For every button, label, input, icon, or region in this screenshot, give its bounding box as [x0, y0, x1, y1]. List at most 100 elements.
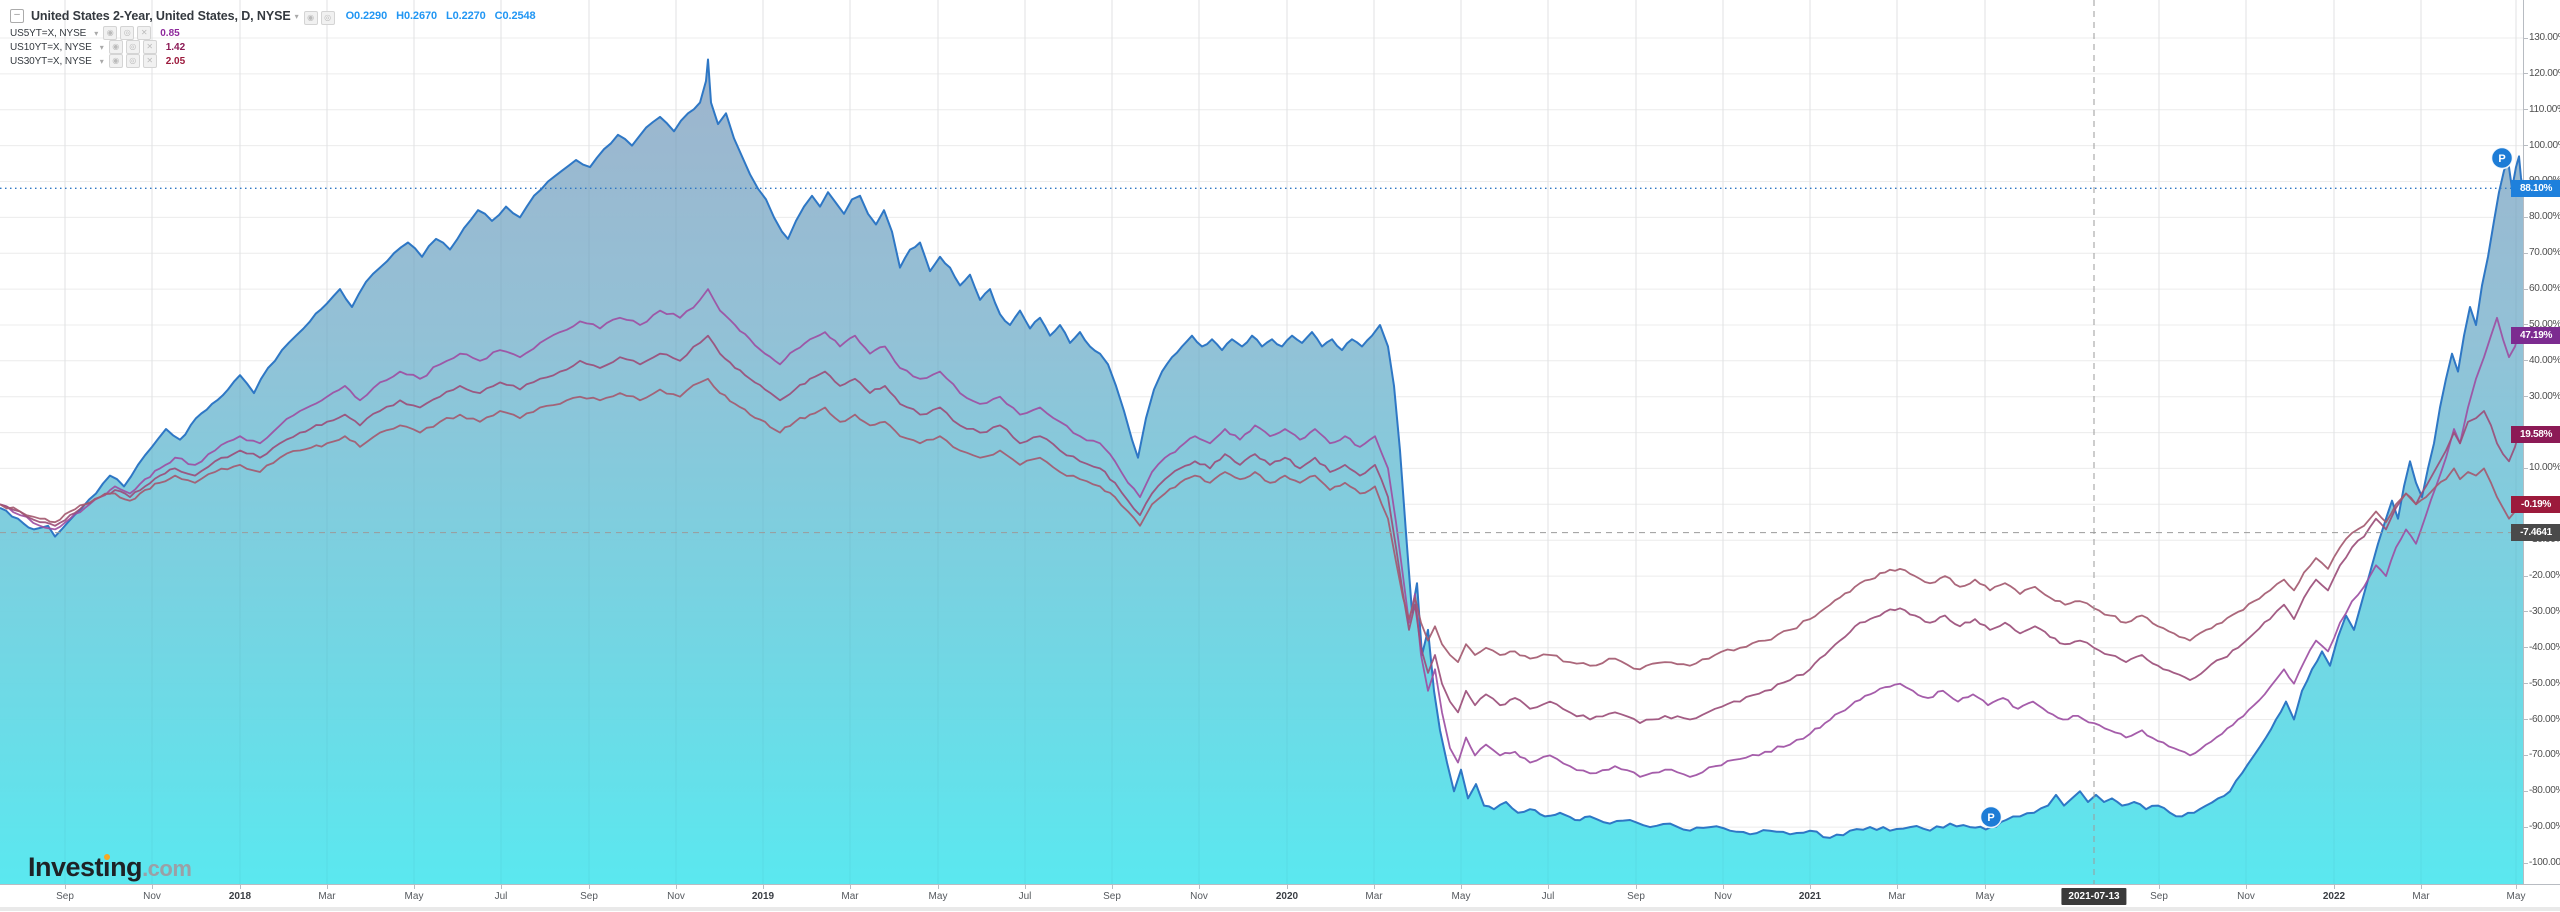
time-tick-label: May: [1975, 891, 1995, 902]
ohlc-value: H0.2670: [396, 10, 437, 22]
time-tick-mark: [2159, 885, 2160, 889]
settings-icon[interactable]: ◎: [125, 40, 140, 54]
remove-icon[interactable]: ✕: [137, 26, 152, 40]
legend-row-us10yt[interactable]: US10YT=X, NYSE ▾ ◉ ◎ ✕ 1.42: [10, 40, 545, 54]
price-tick-mark: [2524, 611, 2528, 613]
line-series-us10ytx: [0, 334, 2523, 724]
time-tick-mark: [1461, 885, 1462, 889]
price-tick-mark: [2524, 216, 2528, 218]
price-tag--0.19: -0.19%: [2511, 496, 2560, 514]
time-tick-mark: [763, 885, 764, 889]
price-tick-mark: [2524, 288, 2528, 290]
price-tick-label: -50.00%: [2529, 677, 2560, 689]
time-tick-mark: [676, 885, 677, 889]
time-tick-mark: [1374, 885, 1375, 889]
symbol-title[interactable]: United States 2-Year, United States, D, …: [31, 9, 291, 23]
price-tick-mark: [2524, 252, 2528, 254]
settings-icon[interactable]: ◎: [125, 54, 140, 68]
area-line-us2y: [0, 58, 2523, 839]
time-tick-label: Sep: [580, 891, 598, 902]
time-tick-mark: [1287, 885, 1288, 889]
legend-row-us5yt[interactable]: US5YT=X, NYSE ▾ ◉ ◎ ✕ 0.85: [10, 26, 545, 40]
position-marker[interactable]: P: [2490, 146, 2514, 170]
price-tag-88.10: 88.10%: [2511, 179, 2560, 197]
time-tick-mark: [2334, 885, 2335, 889]
time-tick-mark: [938, 885, 939, 889]
price-tick-mark: [2524, 73, 2528, 75]
ohlc-value: L0.2270: [446, 10, 486, 22]
price-tick-label: 100.00%: [2529, 139, 2560, 151]
collapse-legend-icon[interactable]: –: [10, 9, 24, 23]
svg-text:P: P: [2498, 153, 2505, 165]
time-tick-mark: [2421, 885, 2422, 889]
price-tag-47.19: 47.19%: [2511, 326, 2560, 344]
time-tick-label: Sep: [1103, 891, 1121, 902]
price-tick-mark: [2524, 790, 2528, 792]
time-tick-label: Mar: [318, 891, 336, 902]
price-tick-label: 120.00%: [2529, 67, 2560, 79]
remove-icon[interactable]: ✕: [142, 40, 157, 54]
time-tick-label: 2018: [228, 891, 252, 902]
time-tick-label: Mar: [1888, 891, 1906, 902]
logo-orange-dot: i: [103, 852, 111, 882]
time-tick-mark: [152, 885, 153, 889]
time-tick-label: 2021: [1798, 891, 1822, 902]
price-chart[interactable]: PP: [0, 0, 2523, 884]
chevron-down-icon[interactable]: ▾: [294, 11, 299, 21]
time-tick-mark: [1199, 885, 1200, 889]
time-tick-mark: [327, 885, 328, 889]
price-axis[interactable]: 130.00%120.00%110.00%100.00%90.00%80.00%…: [2511, 0, 2560, 911]
legend-title-row[interactable]: – United States 2-Year, United States, D…: [10, 6, 545, 26]
price-tick-mark: [2524, 719, 2528, 721]
time-tick-label: Sep: [2150, 891, 2168, 902]
position-marker[interactable]: P: [1979, 805, 2003, 829]
visibility-icon[interactable]: ◉: [108, 40, 123, 54]
visibility-icon[interactable]: ◉: [103, 26, 118, 40]
price-tag--7.4641: -7.4641: [2511, 524, 2560, 542]
time-tick-mark: [414, 885, 415, 889]
time-tick-label: May: [2506, 891, 2526, 902]
svg-text:P: P: [1987, 812, 1994, 824]
price-tick-mark: [2524, 575, 2528, 577]
price-tick-label: 50.00%: [2529, 318, 2560, 330]
time-tick-label: May: [928, 891, 948, 902]
price-tick-mark: [2524, 754, 2528, 756]
time-tick-mark: [1025, 885, 1026, 889]
price-tick-label: 70.00%: [2529, 247, 2560, 259]
time-tick-mark: [1112, 885, 1113, 889]
price-tick-label: -60.00%: [2529, 713, 2560, 725]
price-tick-mark: [2524, 647, 2528, 649]
time-tick-mark: [240, 885, 241, 889]
crosshair-date-label: 2021-07-13: [2061, 888, 2127, 905]
time-tick-label: Sep: [56, 891, 74, 902]
visibility-icon[interactable]: ◉: [108, 54, 123, 68]
price-tick-label: 40.00%: [2529, 354, 2560, 366]
settings-icon[interactable]: ◎: [120, 26, 135, 40]
price-tick-label: 110.00%: [2529, 103, 2560, 115]
bottom-strip: [0, 907, 2560, 911]
logo-suffix: .com: [142, 856, 192, 881]
logo-text: Invest: [28, 852, 104, 882]
series-label: US5YT=X, NYSE: [10, 27, 87, 39]
remove-icon[interactable]: ✕: [142, 54, 157, 68]
visibility-icon[interactable]: ◉: [303, 11, 318, 25]
price-tick-label: -20.00%: [2529, 570, 2560, 582]
time-tick-label: Jul: [494, 891, 508, 902]
price-tick-mark: [2524, 360, 2528, 362]
series-value: 1.42: [165, 41, 186, 53]
time-tick-mark: [65, 885, 66, 889]
settings-icon[interactable]: ◎: [320, 11, 335, 25]
chevron-down-icon[interactable]: ▾: [99, 56, 104, 66]
legend-row-us30yt[interactable]: US30YT=X, NYSE ▾ ◉ ◎ ✕ 2.05: [10, 54, 545, 68]
chevron-down-icon[interactable]: ▾: [99, 42, 104, 52]
chevron-down-icon[interactable]: ▾: [94, 28, 99, 38]
time-tick-label: Mar: [841, 891, 859, 902]
time-tick-label: May: [404, 891, 424, 902]
time-tick-label: 2020: [1275, 891, 1299, 902]
time-tick-label: Mar: [2412, 891, 2430, 902]
time-tick-label: Nov: [1714, 891, 1732, 902]
time-tick-mark: [1723, 885, 1724, 889]
time-tick-mark: [1897, 885, 1898, 889]
series-value: 0.85: [160, 27, 180, 39]
